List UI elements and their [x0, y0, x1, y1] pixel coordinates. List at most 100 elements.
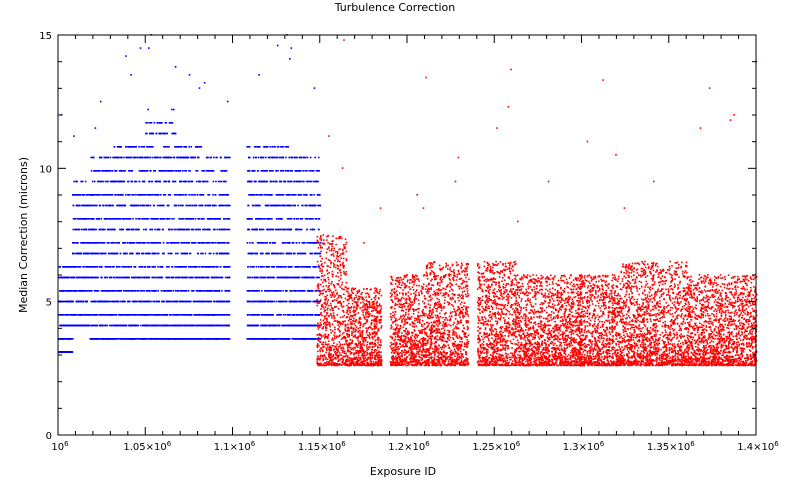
data-point: [217, 300, 220, 303]
data-point: [155, 132, 157, 135]
data-point: [160, 338, 162, 340]
data-point: [107, 228, 109, 231]
data-point: [122, 180, 124, 183]
data-point: [147, 218, 150, 220]
data-point: [259, 218, 261, 220]
data-point: [121, 276, 123, 279]
data-point: [212, 204, 214, 207]
data-point: [271, 338, 274, 340]
data-point: [153, 276, 155, 279]
data-point: [64, 324, 67, 327]
data-point: [208, 324, 210, 327]
data-point: [176, 228, 179, 231]
data-point: [192, 290, 194, 292]
data-point: [140, 276, 142, 279]
data-point: [185, 266, 187, 268]
data-point: [161, 170, 163, 172]
data-point: [160, 170, 163, 172]
data-point: [222, 300, 224, 303]
data-point: [285, 194, 287, 196]
data-point: [214, 218, 217, 220]
data-point: [135, 146, 137, 148]
data-point: [262, 242, 265, 244]
data-point: [123, 180, 126, 183]
data-point: [221, 290, 223, 292]
data-point: [253, 300, 256, 303]
data-point: [99, 180, 102, 183]
data-point: [147, 338, 150, 340]
data-point: [215, 218, 217, 220]
data-point: [175, 266, 178, 268]
data-point: [150, 338, 152, 340]
data-point: [146, 204, 149, 207]
data-point: [210, 300, 213, 303]
data-point: [199, 290, 202, 292]
data-point: [266, 218, 269, 220]
data-point: [116, 266, 118, 268]
data-point: [157, 300, 159, 303]
data-point: [103, 338, 105, 340]
data-point: [282, 146, 284, 148]
data-point: [149, 324, 151, 327]
data-point: [68, 351, 71, 353]
data-point: [75, 290, 77, 292]
data-point: [171, 122, 174, 124]
x-axis-label: Exposure ID: [370, 465, 436, 478]
data-point: [62, 351, 65, 353]
data-point: [273, 156, 275, 159]
data-point: [168, 266, 170, 268]
data-point: [72, 252, 74, 255]
data-point: [76, 180, 78, 183]
data-point: [213, 338, 216, 340]
data-point: [122, 242, 124, 244]
data-point: [82, 204, 85, 207]
data-point: [123, 300, 126, 303]
data-point: [95, 290, 98, 292]
data-point: [89, 204, 92, 207]
data-point: [173, 218, 175, 220]
data-point: [192, 194, 194, 196]
data-point: [286, 228, 288, 231]
data-point: [262, 324, 264, 327]
data-point: [197, 324, 200, 327]
data-point: [155, 338, 157, 340]
data-point: [90, 276, 93, 279]
data-point: [200, 252, 202, 255]
data-point: [61, 314, 64, 316]
data-point: [191, 338, 194, 340]
data-point: [285, 204, 288, 207]
data-point: [287, 194, 289, 196]
data-point: [207, 218, 210, 220]
data-point: [174, 266, 176, 268]
data-point: [151, 194, 154, 196]
data-point: [125, 228, 128, 231]
data-point: [156, 204, 159, 207]
data-point: [98, 266, 101, 268]
data-point: [117, 194, 120, 196]
data-point: [259, 338, 262, 340]
data-point: [102, 338, 104, 340]
data-point: [119, 266, 121, 268]
data-point: [152, 338, 155, 340]
data-point: [149, 290, 151, 292]
data-point: [125, 55, 127, 57]
data-point: [136, 194, 138, 196]
data-point: [252, 300, 254, 303]
data-point: [186, 228, 189, 231]
data-point: [254, 194, 256, 196]
data-point: [198, 228, 200, 231]
data-point: [78, 276, 81, 279]
data-point: [171, 218, 173, 220]
data-point: [104, 204, 107, 207]
data-point: [223, 194, 225, 196]
data-point: [126, 300, 129, 303]
data-point: [158, 228, 160, 231]
data-point: [176, 156, 179, 159]
data-point: [147, 252, 150, 255]
data-point: [124, 218, 126, 220]
data-point: [139, 156, 142, 159]
data-point: [111, 338, 113, 340]
data-point: [188, 228, 191, 231]
data-point: [153, 122, 156, 124]
